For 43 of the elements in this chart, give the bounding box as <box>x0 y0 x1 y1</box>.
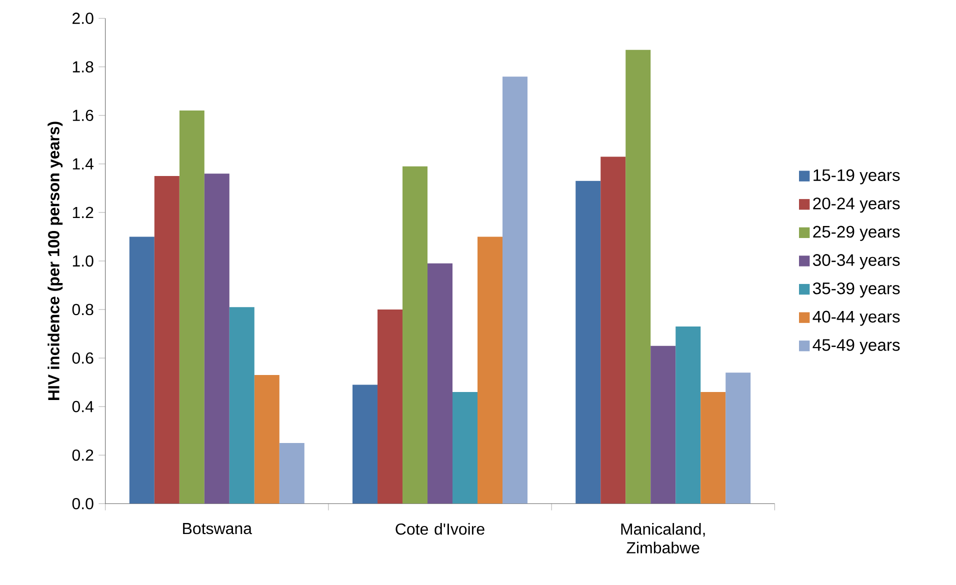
bar <box>229 307 254 504</box>
bar <box>179 110 204 504</box>
legend-label: 40-44 years <box>812 310 900 326</box>
legend-label: 35-39 years <box>812 282 900 298</box>
y-tick-label: 1.8 <box>72 61 94 73</box>
y-tick-label: 1.0 <box>72 255 94 267</box>
x-tick-label: Manicaland, Zimbabwe <box>621 523 705 554</box>
bar <box>378 310 403 504</box>
bar <box>279 442 304 504</box>
bar <box>700 392 726 504</box>
y-tick-label: 0.2 <box>72 449 94 461</box>
y-tick-label: 1.4 <box>72 158 94 170</box>
y-tick-label: 0.0 <box>72 498 94 510</box>
y-tick-label: 1.2 <box>72 206 94 218</box>
bar <box>576 180 601 504</box>
bar <box>352 384 378 504</box>
bar <box>650 346 676 504</box>
y-tick-label: 0.6 <box>72 352 94 364</box>
bar <box>600 156 626 504</box>
bar <box>204 174 230 504</box>
legend-label: 45-49 years <box>812 339 900 354</box>
x-tick-label: Cote d'Ivoire <box>396 523 484 535</box>
legend-label: 30-34 years <box>812 254 900 270</box>
bar <box>478 236 503 504</box>
bar <box>502 76 528 504</box>
y-tick-label: 0.8 <box>72 304 94 316</box>
bar <box>402 166 428 504</box>
legend-label: 25-29 years <box>813 226 900 241</box>
y-tick-label: 1.6 <box>72 110 94 122</box>
bar <box>626 50 651 504</box>
bar <box>428 263 453 504</box>
y-axis-title: HIV incidence (per 100 person years) <box>48 122 63 400</box>
bar <box>676 326 701 504</box>
bar <box>154 176 180 504</box>
bar <box>726 372 751 504</box>
y-tick-label: 2.0 <box>72 12 94 24</box>
bar <box>129 236 154 504</box>
legend-label: 20-24 years <box>813 198 900 213</box>
bar <box>452 392 478 504</box>
bar <box>254 375 280 504</box>
x-tick-label: Botswana <box>183 523 252 534</box>
legend-label: 15-19 years <box>814 169 900 184</box>
y-tick-label: 0.4 <box>72 400 94 412</box>
